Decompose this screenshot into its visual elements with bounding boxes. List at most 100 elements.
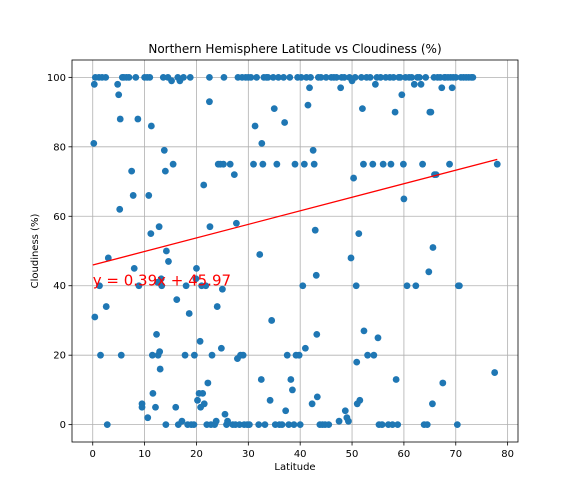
- data-point: [157, 275, 165, 283]
- x-tick-label: 10: [138, 449, 151, 460]
- data-point: [264, 73, 272, 81]
- data-point: [422, 73, 430, 81]
- plot-frame: [71, 59, 519, 443]
- x-tick-label: 70: [449, 449, 462, 460]
- data-point: [350, 174, 358, 182]
- data-point: [423, 421, 431, 429]
- data-point: [347, 254, 355, 262]
- data-point: [356, 396, 364, 404]
- data-point: [204, 379, 212, 387]
- data-point: [416, 73, 423, 81]
- data-point: [104, 254, 112, 262]
- data-point: [403, 282, 411, 290]
- data-point: [147, 122, 155, 130]
- data-point: [374, 334, 382, 342]
- data-point: [289, 386, 296, 394]
- data-point: [194, 396, 201, 404]
- data-point: [283, 351, 291, 359]
- data-point: [178, 417, 186, 425]
- data-point: [377, 73, 384, 81]
- data-point: [369, 160, 377, 168]
- data-point: [132, 73, 140, 81]
- data-point: [116, 205, 124, 213]
- data-point: [278, 421, 286, 429]
- data-point: [398, 91, 406, 99]
- data-point: [273, 160, 281, 168]
- regression-equation: y = 0.39x + 45.97: [93, 272, 231, 290]
- data-point: [134, 115, 142, 123]
- data-point: [290, 421, 298, 429]
- data-point: [371, 80, 379, 88]
- data-point: [396, 73, 404, 81]
- data-point: [90, 80, 98, 88]
- data-point: [200, 181, 208, 189]
- data-point: [317, 73, 325, 81]
- data-point: [220, 73, 228, 81]
- data-point: [180, 73, 187, 81]
- data-point: [341, 407, 349, 415]
- data-point: [493, 160, 501, 168]
- data-point: [115, 91, 123, 99]
- data-point: [172, 403, 180, 411]
- data-point: [218, 285, 226, 293]
- data-point: [297, 73, 305, 81]
- data-point: [300, 160, 308, 168]
- data-point: [352, 282, 360, 290]
- data-point: [427, 108, 435, 116]
- data-point: [149, 389, 157, 397]
- data-point: [491, 369, 499, 376]
- data-point: [145, 192, 153, 199]
- data-point: [452, 73, 460, 81]
- data-point: [256, 251, 264, 258]
- data-point: [114, 80, 122, 88]
- data-point: [429, 400, 436, 408]
- data-point: [446, 160, 453, 168]
- data-point: [304, 101, 312, 109]
- data-point: [153, 330, 160, 338]
- data-point: [232, 219, 240, 227]
- data-point: [355, 230, 363, 238]
- data-point: [269, 73, 277, 81]
- data-point: [196, 337, 204, 345]
- x-tick-label: 40: [294, 449, 307, 460]
- data-point: [255, 421, 263, 429]
- data-point: [370, 351, 378, 359]
- data-point: [250, 160, 257, 168]
- regression: y = 0.39x + 45.97: [92, 158, 498, 290]
- data-point: [359, 105, 366, 113]
- y-axis-ticks: 0 20 40 60 80 100: [47, 73, 72, 431]
- data-point: [200, 400, 208, 408]
- data-point: [266, 396, 274, 404]
- data-point: [144, 414, 152, 422]
- data-point: [378, 421, 386, 429]
- data-point: [469, 73, 477, 81]
- data-point: [91, 313, 99, 321]
- data-point: [253, 73, 261, 81]
- data-point: [379, 160, 387, 168]
- data-point: [148, 351, 156, 359]
- data-point: [221, 410, 229, 418]
- data-point: [224, 417, 231, 425]
- y-tick-label: 40: [53, 281, 66, 292]
- data-point: [301, 344, 309, 352]
- data-point: [312, 271, 320, 279]
- data-point: [213, 303, 221, 310]
- data-point: [168, 77, 175, 85]
- data-point: [268, 317, 276, 324]
- data-point: [275, 73, 282, 81]
- data-point: [412, 282, 420, 290]
- data-point: [230, 171, 238, 179]
- data-point: [245, 421, 253, 429]
- data-point: [308, 400, 316, 408]
- data-point: [162, 247, 170, 255]
- regression-line: [92, 158, 498, 266]
- data-point: [333, 73, 340, 81]
- data-point: [96, 282, 103, 290]
- data-point: [448, 84, 456, 92]
- data-point: [310, 160, 318, 168]
- data-point: [138, 403, 146, 411]
- data-point: [102, 73, 110, 81]
- data-point: [296, 421, 304, 429]
- data-point: [169, 160, 177, 168]
